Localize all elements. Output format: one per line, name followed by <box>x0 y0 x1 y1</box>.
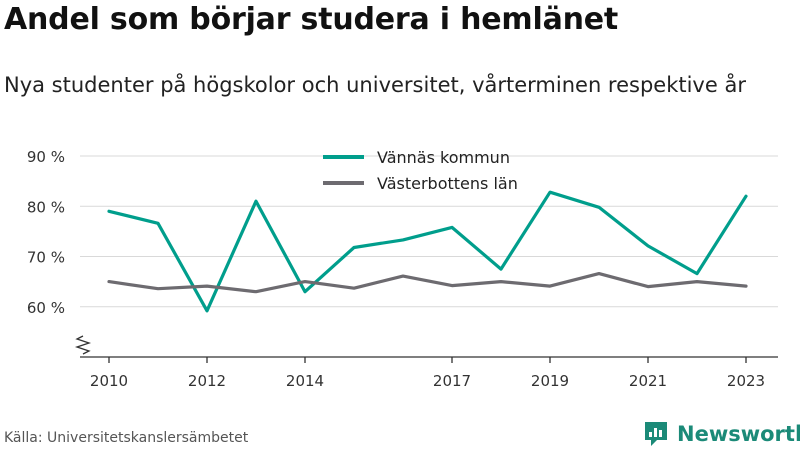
y-tick-label: 90 % <box>27 148 65 166</box>
series-line-1 <box>107 190 748 313</box>
y-tick-label: 70 % <box>27 249 65 267</box>
source-note: Källa: Universitetskanslersämbetet <box>4 430 249 446</box>
x-tick-label: 2014 <box>286 372 324 390</box>
brand: Newsworthy <box>643 420 800 448</box>
y-tick-label: 80 % <box>27 198 65 216</box>
x-axis: 2010 2012 2014 2017 2019 2021 2023 <box>80 356 778 390</box>
legend: Vännäs kommun Västerbottens län <box>323 148 518 193</box>
x-tick-label: 2021 <box>629 372 667 390</box>
axis-break-icon <box>74 335 92 355</box>
y-tick-label: 60 % <box>27 299 65 317</box>
chart-subtitle: Nya studenter på högskolor och universit… <box>4 73 746 97</box>
brand-name: Newsworthy <box>677 422 800 446</box>
legend-label: Vännäs kommun <box>377 148 510 167</box>
x-tick-label: 2017 <box>433 372 471 390</box>
series-line-2 <box>107 272 748 294</box>
x-tick-label: 2012 <box>188 372 226 390</box>
legend-label: Västerbottens län <box>377 174 518 193</box>
x-tick-label: 2019 <box>531 372 569 390</box>
newsworthy-logo-icon <box>645 422 667 446</box>
x-tick-label: 2010 <box>90 372 128 390</box>
y-axis-ticks: 60 % 70 % 80 % 90 % <box>27 148 65 317</box>
x-tick-label: 2023 <box>727 372 765 390</box>
chart-title: Andel som börjar studera i hemlänet <box>4 2 619 37</box>
grid-lines <box>80 155 778 308</box>
series-lines <box>107 190 748 313</box>
